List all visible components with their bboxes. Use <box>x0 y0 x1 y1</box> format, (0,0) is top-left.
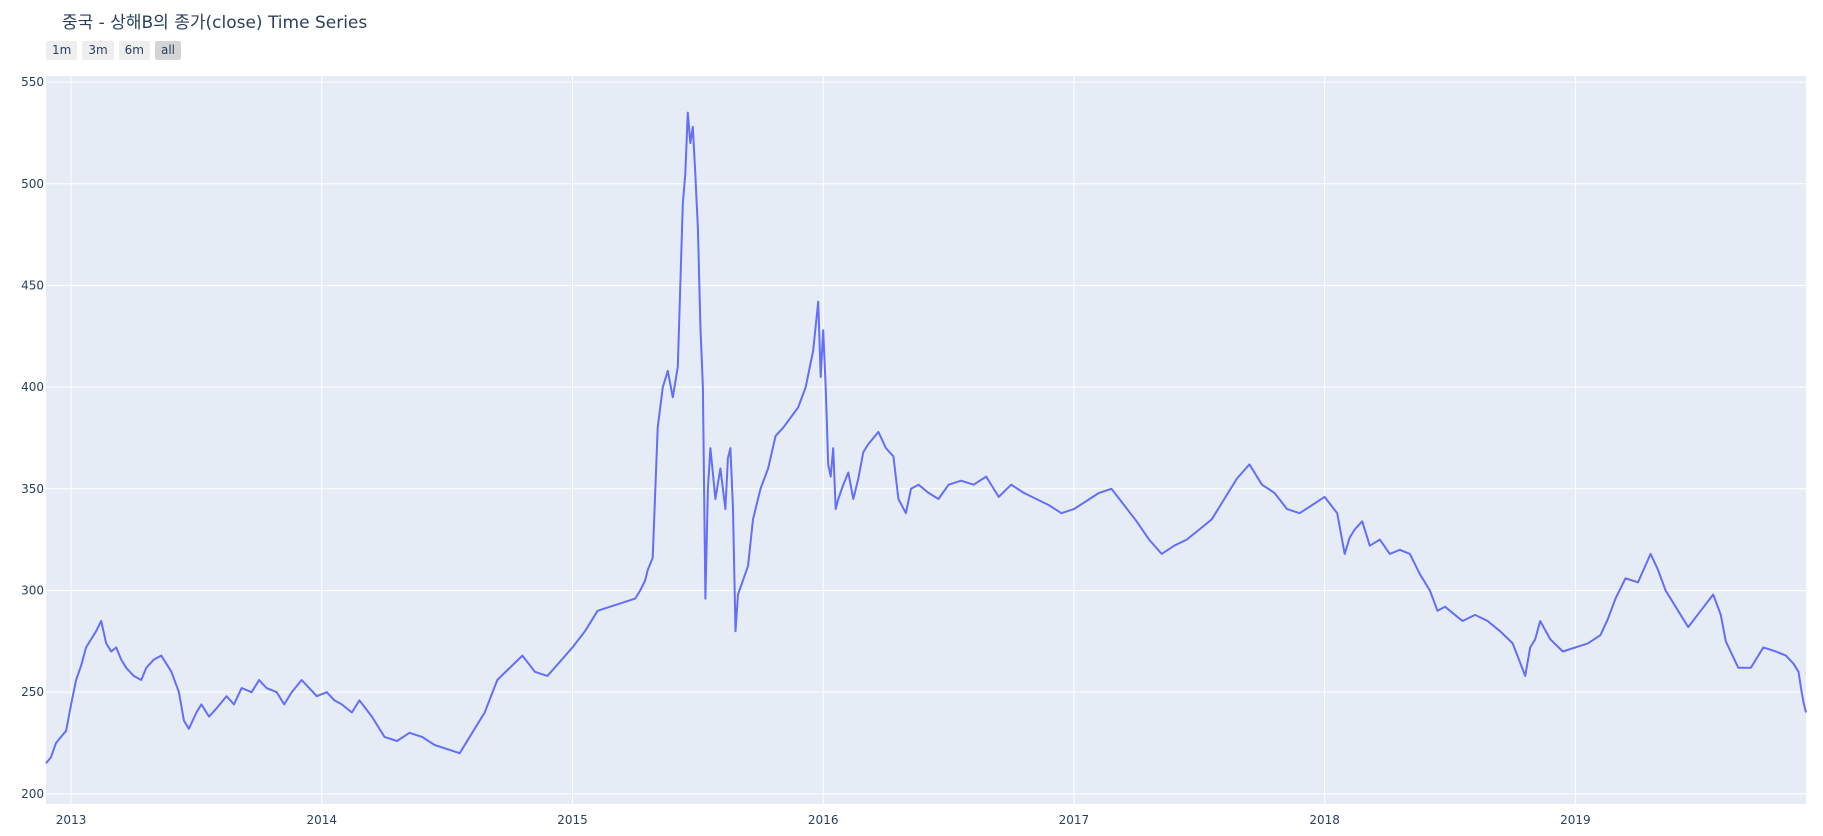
y-axis: 200 250 300 350 400 450 500 550 <box>21 75 44 801</box>
y-tick-label: 250 <box>21 685 44 699</box>
y-tick-label: 550 <box>21 75 44 89</box>
x-tick-label: 2018 <box>1309 813 1340 827</box>
x-tick-label: 2016 <box>808 813 839 827</box>
range-selector: 1m 3m 6m all <box>46 41 182 60</box>
range-button-6m[interactable]: 6m <box>118 41 150 60</box>
range-button-all[interactable]: all <box>154 41 182 60</box>
chart-title: 중국 - 상해B의 종가(close) Time Series <box>62 13 368 33</box>
x-tick-label: 2015 <box>557 813 588 827</box>
range-button-3m[interactable]: 3m <box>82 41 114 60</box>
y-tick-label: 200 <box>21 787 44 801</box>
y-tick-label: 500 <box>21 177 44 191</box>
x-axis: 2013 2014 2015 2016 2017 2018 2019 <box>56 813 1591 827</box>
y-tick-label: 400 <box>21 380 44 394</box>
plot-area[interactable] <box>46 76 1806 804</box>
x-tick-label: 2013 <box>56 813 87 827</box>
range-button-1m[interactable]: 1m <box>46 41 78 60</box>
y-tick-label: 300 <box>21 583 44 597</box>
grid-lines <box>46 76 1806 804</box>
y-tick-label: 450 <box>21 278 44 292</box>
x-tick-label: 2017 <box>1059 813 1090 827</box>
x-tick-label: 2019 <box>1560 813 1591 827</box>
y-tick-label: 350 <box>21 482 44 496</box>
close-price-line[interactable] <box>45 111 1807 764</box>
x-tick-label: 2014 <box>307 813 338 827</box>
